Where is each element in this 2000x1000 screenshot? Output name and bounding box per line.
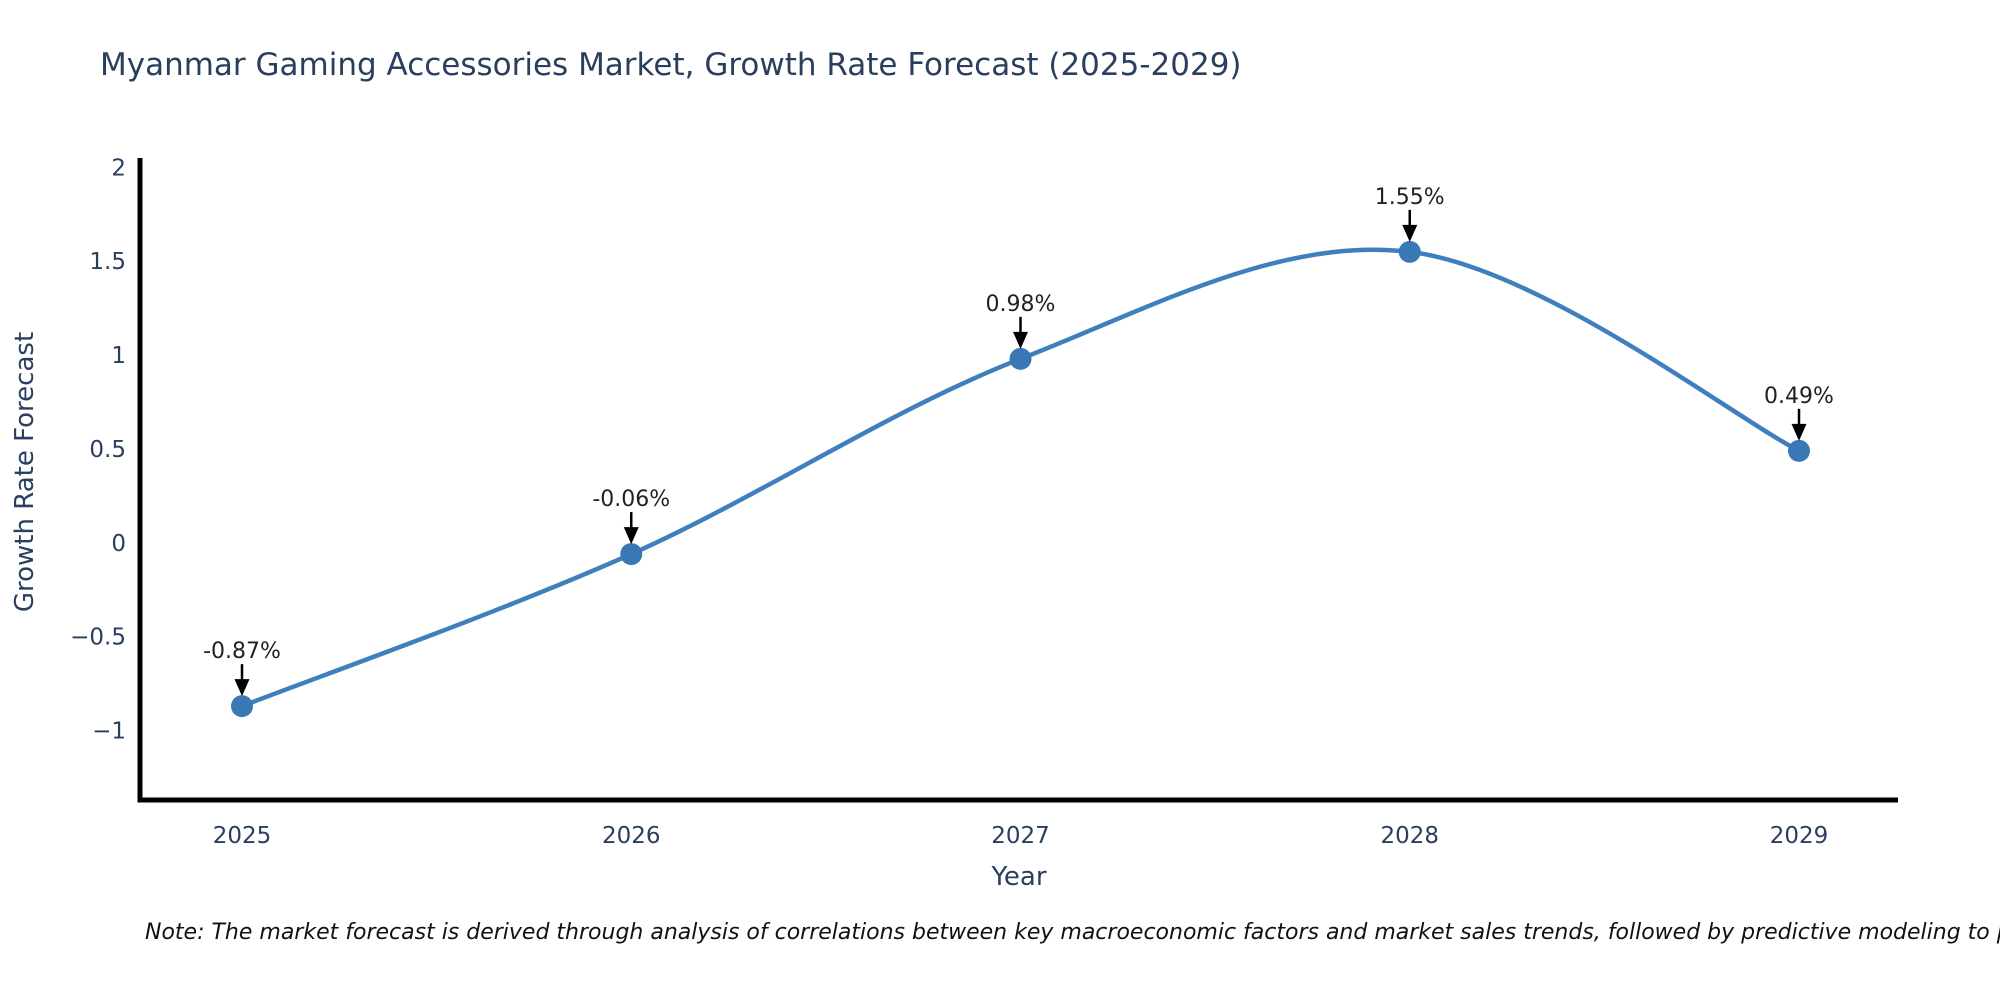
point-label-2029: 0.49%	[1764, 384, 1834, 409]
y-tick-label: 0	[111, 531, 126, 557]
point-label-2028: 1.55%	[1375, 185, 1445, 210]
x-tick-label: 2027	[991, 823, 1050, 849]
x-tick-label: 2028	[1380, 823, 1439, 849]
point-label-2027: 0.98%	[986, 292, 1056, 317]
y-tick-label: 2	[111, 155, 126, 181]
annotation-arrowhead-icon	[234, 679, 250, 697]
y-tick-label: 1	[111, 343, 126, 369]
data-point-2025	[231, 695, 253, 718]
annotation-arrowhead-icon	[1402, 224, 1418, 242]
y-tick-label: −1	[92, 719, 126, 745]
point-label-2025: -0.87%	[203, 639, 281, 664]
x-axis-title: Year	[991, 862, 1047, 892]
y-axis-title: Growth Rate Forecast	[10, 331, 40, 613]
x-tick-label: 2026	[602, 823, 661, 849]
data-point-2027	[1009, 347, 1032, 370]
x-tick-label: 2025	[213, 823, 272, 849]
point-label-2026: -0.06%	[592, 487, 670, 512]
annotation-arrowhead-icon	[1791, 423, 1807, 441]
y-tick-label: −0.5	[70, 625, 126, 651]
chart-title: Myanmar Gaming Accessories Market, Growt…	[100, 47, 1242, 83]
data-point-2029	[1788, 439, 1810, 462]
data-point-2028	[1398, 240, 1421, 263]
y-tick-label: 0.5	[89, 437, 126, 463]
x-tick-label: 2029	[1770, 823, 1829, 849]
data-point-2026	[620, 543, 643, 566]
annotation-arrowhead-icon	[623, 527, 639, 545]
annotation-arrowhead-icon	[1013, 331, 1028, 349]
y-tick-label: 1.5	[89, 249, 126, 275]
chart-footnote: Note: The market forecast is derived thr…	[145, 920, 2000, 945]
